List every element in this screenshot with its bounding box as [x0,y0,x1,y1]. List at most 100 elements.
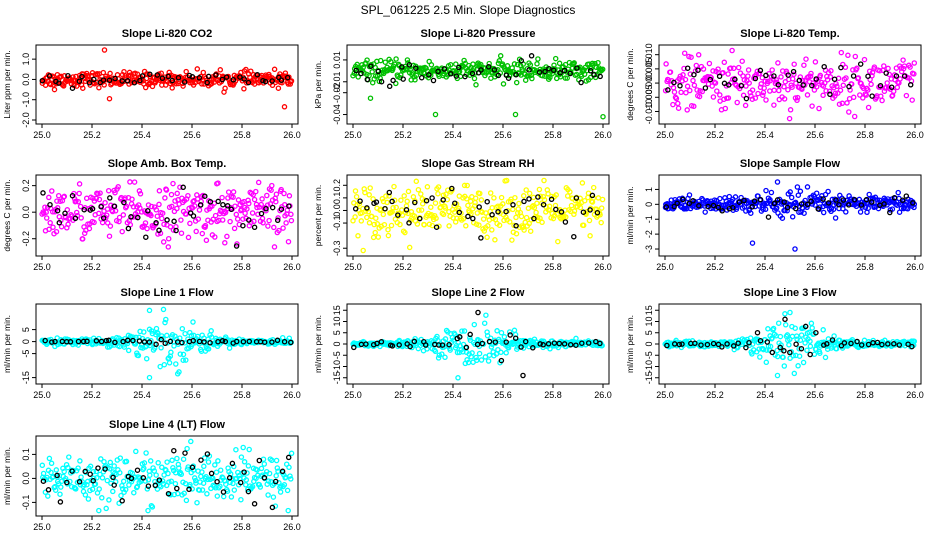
data-point [83,195,90,202]
data-point [794,184,801,190]
data-point [230,194,236,200]
y-tick-label: -0.01 [332,72,342,93]
x-tick-label: 25.4 [133,390,151,400]
data-point [857,209,864,215]
data-point [269,78,275,84]
data-point [281,482,288,488]
data-point [460,215,467,222]
data-point [843,75,849,81]
data-point [275,468,281,474]
data-point [174,190,180,197]
data-point [147,472,153,478]
data-point [752,95,759,101]
data-point [845,52,851,59]
data-point [789,84,795,90]
data-point [153,472,159,478]
x-tick-label: 25.8 [856,130,874,140]
data-point [70,74,76,80]
x-tick-label: 25.4 [133,130,151,140]
data-point [145,507,151,514]
data-point [478,67,484,73]
data-point [217,467,224,473]
data-point [217,483,223,489]
data-point [391,197,398,204]
data-point [100,69,107,76]
data-point [39,77,46,84]
data-point [379,195,386,202]
data-point [735,340,741,346]
data-point [579,180,586,186]
panel-2: Slope Li-820 Pressure 25.0 25.2 25.4 25.6 25.… [313,28,612,140]
data-point [193,228,199,235]
data-point [846,109,852,115]
data-point [72,215,79,222]
data-point [492,237,498,243]
data-point [267,201,274,207]
data-point [463,344,470,351]
y-tick-label: -0.02 [332,82,342,103]
data-point [148,212,154,219]
data-point [106,497,112,503]
data-point [205,73,212,80]
data-point [261,475,268,481]
data-point [196,487,203,493]
data-point [418,191,424,197]
data-point [599,66,606,73]
data-point [901,73,908,79]
data-point [103,505,109,512]
data-point [785,86,791,93]
data-point [510,202,516,208]
data-point [388,222,395,229]
data-point [124,340,131,347]
x-tick-label: 25.8 [544,130,562,140]
data-point [722,105,729,112]
data-point [404,57,411,63]
data-point [81,481,87,488]
data-point [45,493,51,499]
data-point [468,210,474,217]
data-point [183,68,189,75]
data-point [428,62,435,68]
series-flagged [351,309,603,379]
x-tick-label: 25.8 [233,262,251,272]
data-point [352,206,359,212]
data-point [116,214,123,221]
data-point [513,79,520,86]
data-point [76,181,83,187]
data-point [64,479,70,486]
data-point [65,464,71,471]
data-point [62,210,68,217]
data-point [69,85,76,91]
data-point [404,341,410,347]
data-point [553,206,559,213]
data-point [197,202,204,208]
data-point [124,337,131,344]
data-point [393,204,399,211]
panel-title: Slope Li-820 Temp. [740,28,839,40]
data-point [417,215,423,222]
panel-10: Slope Line 4 (LT) Flow 25.0 25.2 25.4 25.6 25… [2,419,301,532]
data-point [876,67,883,74]
data-point [589,192,596,199]
data-point [696,203,702,209]
data-point [161,361,168,368]
y-tick-label: -0.04 [332,104,342,125]
data-point [858,342,865,348]
x-tick-label: 25.2 [706,262,724,272]
data-point [140,475,147,481]
data-point [190,337,196,344]
data-point [237,479,244,486]
data-point [743,95,750,102]
y-tick-label: 0.0 [21,472,31,485]
data-point [840,82,847,89]
data-point [205,459,212,465]
data-point [680,72,686,78]
data-point [228,494,235,500]
data-point [219,194,225,201]
data-point [125,347,132,354]
data-point [793,333,800,339]
data-point [219,76,226,83]
data-point [350,218,356,224]
data-point [134,467,141,473]
data-point [174,455,180,462]
